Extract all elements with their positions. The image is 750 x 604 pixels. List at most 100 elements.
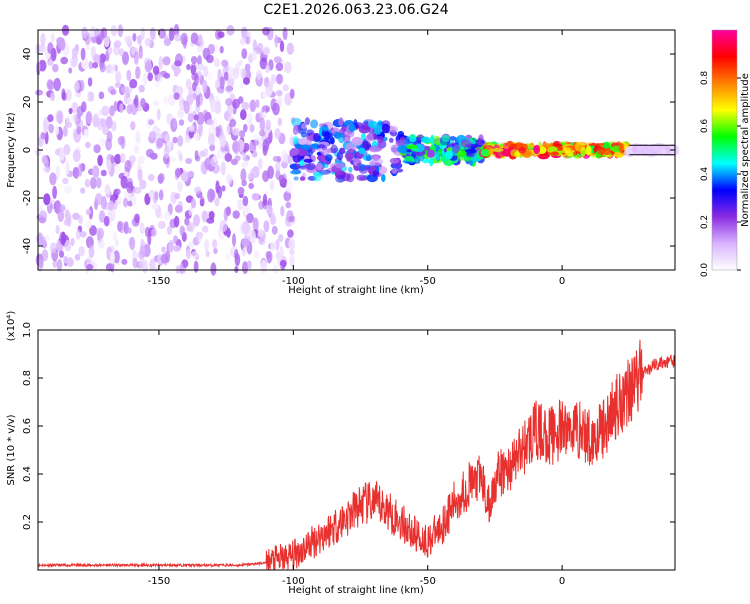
spectrogram-cell (257, 158, 263, 170)
spectrogram-cell (279, 259, 287, 268)
spectrogram-cell (348, 166, 353, 173)
spectrogram-cell (37, 136, 44, 147)
spectrogram-cell (248, 182, 254, 190)
spectrogram-cell (207, 133, 216, 147)
spectrogram-cell (106, 131, 113, 143)
spectrogram-cell (46, 79, 54, 91)
spectrogram-cell (41, 249, 49, 262)
spectrogram-cell (180, 172, 189, 182)
spectrogram-cell (421, 158, 432, 164)
spectrogram-cell (562, 147, 572, 152)
spectrogram-cell (287, 229, 294, 238)
spectrogram-cell (134, 213, 140, 224)
spectrogram-cell (389, 125, 399, 133)
spectrogram-cell (43, 159, 49, 168)
spectrogram-cell (226, 173, 233, 185)
spectrogram-cell (158, 28, 166, 39)
spectrogram-cell (420, 136, 431, 144)
snr-x-ticks: -150 -100 -50 0 (148, 330, 565, 587)
colorbar-tick-label: 0.2 (700, 215, 710, 229)
spectrogram-cell (213, 58, 221, 68)
spectrogram-cell (533, 144, 541, 155)
spectrogram-cell (276, 89, 283, 97)
spectrogram-cell (293, 176, 299, 181)
spectrogram-cell (603, 141, 610, 149)
spectrogram-cell (429, 157, 434, 167)
spectrogram-cell (215, 180, 220, 194)
spectrogram-cell (47, 42, 54, 54)
spectrogram-cell (64, 209, 70, 220)
spectrogram-cell (65, 89, 72, 101)
spectrogram-cell (259, 57, 268, 70)
figure-title: C2E1.2026.063.23.06.G24 (263, 2, 448, 18)
spectrogram-cell (48, 60, 54, 66)
spectrogram-cell (50, 92, 56, 102)
spectrogram-cell (193, 114, 199, 121)
spectrogram-cell (131, 195, 137, 206)
spectrogram-cell (151, 228, 157, 237)
spectrogram-cell (408, 137, 417, 143)
spectrogram-cell (265, 119, 271, 131)
spectrogram-cell (194, 186, 202, 195)
spectrogram-cell (510, 149, 519, 157)
spectrogram-cell (477, 137, 483, 146)
spectrogram-cell (45, 234, 50, 241)
spectrogram-cell (184, 134, 191, 144)
spectrogram-cell (277, 234, 284, 243)
spectrogram-cell (168, 156, 176, 163)
spectrogram-cell (358, 124, 371, 134)
spectrogram-cell (240, 109, 247, 121)
spectrogram-cell (268, 80, 274, 91)
spectrogram-cell (153, 100, 159, 107)
spectrogram-cell (52, 63, 59, 73)
spectrogram-cell (585, 145, 592, 156)
spectrogram-cell (144, 60, 152, 73)
spectrogram-cell (232, 233, 236, 247)
spectrogram-cell (81, 101, 87, 113)
spectrogram-cell (391, 167, 398, 174)
spectrogram-cell (66, 121, 73, 128)
spectrogram-cell (227, 66, 235, 80)
spectrogram-cell (139, 222, 145, 235)
spectrogram-cell (140, 97, 146, 108)
spectrogram-cell (265, 251, 271, 259)
spectrogram-cell (177, 181, 183, 193)
spectrogram-cell (288, 215, 296, 223)
spectrogram-cell (403, 155, 415, 162)
spectrogram-cell (139, 258, 145, 269)
spectrogram-cell (93, 144, 101, 154)
spectrogram-cell (292, 154, 302, 163)
spectrogram-cell (70, 237, 75, 246)
y-tick-label: 0.8 (22, 370, 33, 386)
spectrogram-cell (126, 104, 133, 115)
spectrogram-cell (38, 59, 47, 72)
spectrogram-cell (107, 47, 113, 55)
spectrogram-cell (618, 143, 624, 152)
spectrogram-cell (108, 200, 115, 211)
spectrogram-cell (239, 152, 247, 160)
spectrogram-cell (71, 102, 79, 114)
spectrogram-cell (50, 32, 55, 44)
spectrogram-cell (135, 66, 141, 80)
spectrogram-cell (291, 117, 302, 127)
spectrogram-cell (156, 137, 164, 148)
spectrogram-cell (267, 165, 274, 179)
spectrogram-cell (232, 98, 240, 109)
spectrogram-cell (315, 162, 323, 171)
spectrogram-cell (225, 253, 231, 261)
spectrogram-cell (86, 264, 94, 270)
spectrogram-cell (177, 135, 184, 147)
spectrogram-cell (202, 109, 209, 120)
spectrogram-cell (133, 51, 139, 65)
spectrogram-cell (196, 38, 205, 48)
spectrogram-cell (255, 99, 260, 108)
spectrogram-cell (55, 224, 60, 235)
spectrogram-cell (269, 212, 276, 225)
spectrogram-cell (206, 119, 214, 126)
colorbar-frame (711, 29, 738, 271)
spectrogram-cell (197, 231, 203, 243)
spectrogram-cell (83, 128, 90, 138)
spectrogram-cell (95, 177, 102, 189)
spectrogram-cell (137, 250, 146, 260)
spectrogram-cell (163, 95, 168, 105)
